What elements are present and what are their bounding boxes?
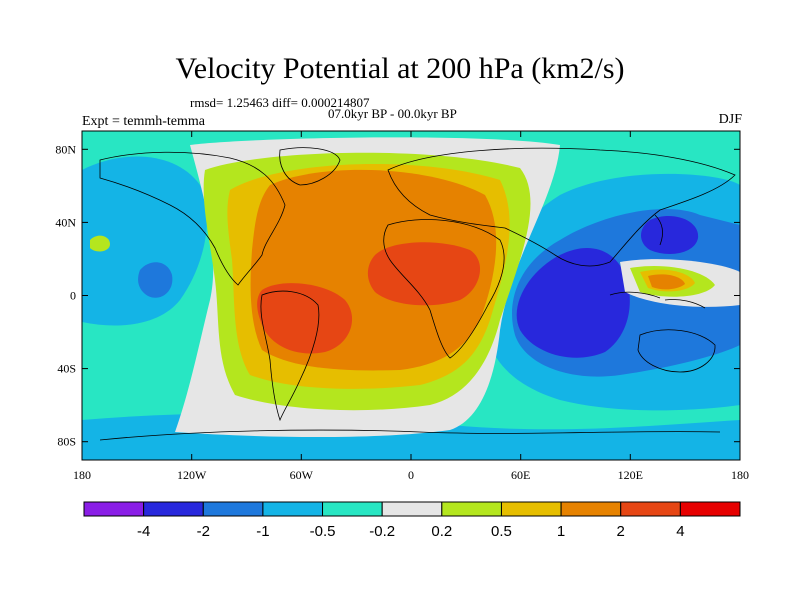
colorbar [83,501,741,517]
experiment-label: Expt = temmh-temma [82,114,205,129]
axis-ticks [81,131,741,460]
colorbar-label-1: -2 [197,523,210,540]
coast-north-america [99,151,286,286]
lat-label-40s: 40S [57,362,76,376]
latitude-labels: 80N 40N 0 40S 80S [55,143,76,449]
lat-label-0: 0 [70,289,76,303]
lat-label-80n: 80N [55,143,76,157]
colorbar-label-5: 0.2 [431,523,452,540]
colorbar-label-0: -4 [137,523,150,540]
colorbar-label-2: -1 [256,523,269,540]
colorbar-label-9: 4 [676,523,684,540]
coast-south-america [260,290,320,422]
field-band-pos2-africa [367,242,481,306]
colorbar-box-2 [202,501,264,517]
lon-label-120e: 120E [618,468,643,482]
coast-japan [654,214,663,246]
coast-antarctica [99,429,721,441]
lon-label-60w: 60W [290,468,314,482]
coast-greenland [279,147,341,186]
coastlines [99,147,736,441]
field-band-neg05-west [82,156,208,326]
coast-australia [637,329,716,373]
lon-label-60e: 60E [511,468,530,482]
colorbar-label-8: 2 [617,523,625,540]
field-band-neg2-japan [641,216,699,254]
colorbar-label-3: -0.5 [310,523,336,540]
velocity-potential-field [82,131,740,460]
field-band-pos2-samerica [257,283,353,354]
colorbar-box-4 [322,501,383,517]
season-label: DJF [718,112,742,127]
field-band-neg2-east [516,247,630,358]
longitude-labels: 180 120W 60W 0 60E 120E 180 [73,468,749,482]
colorbar-labels: -4 -2 -1 -0.5 -0.2 0.2 0.5 1 2 4 [137,523,685,540]
colorbar-label-7: 1 [557,523,565,540]
colorbar-box-7 [500,501,562,517]
colorbar-box-3 [262,501,324,517]
colorbar-label-6: 0.5 [491,523,512,540]
colorbar-box-0 [83,501,145,517]
colorbar-box-6 [441,501,502,517]
colorbar-box-5 [381,501,443,517]
lon-label-180w: 180 [73,468,91,482]
coast-eurasia [387,147,736,267]
colorbar-box-9 [620,501,681,517]
period-text: 07.0kyr BP - 00.0kyr BP [328,106,457,121]
colorbar-box-8 [560,501,622,517]
colorbar-box-1 [143,501,204,517]
colorbar-label-4: -0.2 [369,523,395,540]
lat-label-40n: 40N [55,216,76,230]
field-band-pos1-pacific [648,274,685,290]
field-band-neg1-west [138,262,173,298]
lat-label-80s: 80S [57,435,76,449]
coast-africa [383,219,505,359]
lon-label-120w: 120W [177,468,207,482]
coast-indonesia [609,291,706,309]
lon-label-180e: 180 [731,468,749,482]
lon-label-0: 0 [408,468,414,482]
map-title: Velocity Potential at 200 hPa (km2/s) [175,52,625,85]
stats-text: rmsd= 1.25463 diff= 0.000214807 [190,95,370,110]
field-band-pos02-small [90,235,110,252]
colorbar-box-10 [679,501,741,517]
